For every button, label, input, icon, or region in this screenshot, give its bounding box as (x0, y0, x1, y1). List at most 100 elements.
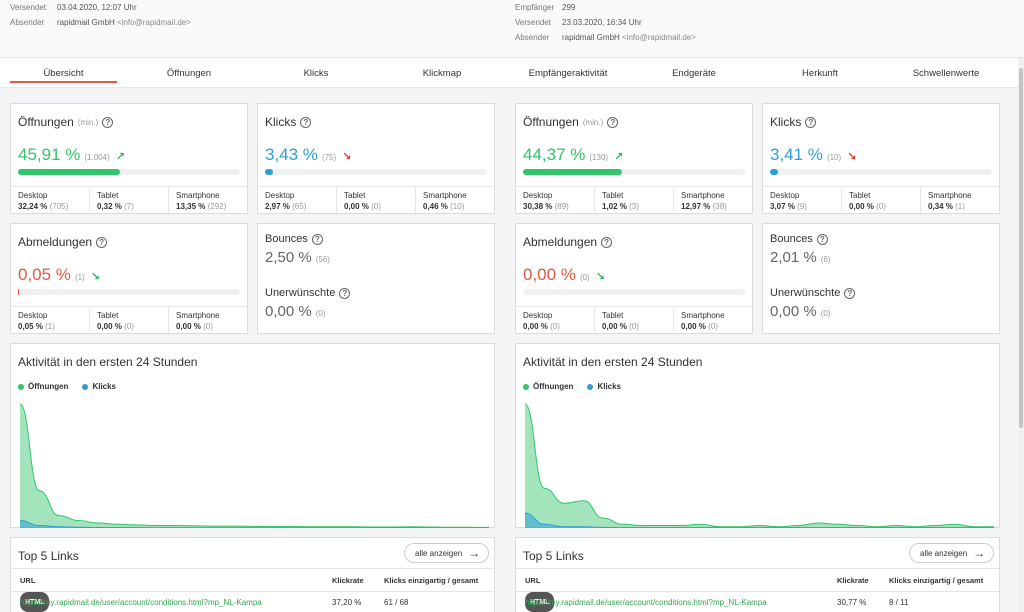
device-count: (0) (371, 202, 381, 211)
series-line-klicks (19, 520, 489, 528)
device-label: Desktop (18, 311, 48, 320)
device-value: 0,00 % (0) (176, 322, 240, 331)
device-value: 0,00 % (0) (849, 202, 913, 211)
device-breakdown: Desktop 3,07 % (9) Tablet 0,00 % (0) Smart… (763, 186, 999, 213)
bounces-title: Bounces? (770, 233, 828, 245)
device-count: (0) (629, 322, 639, 331)
device-count: (0) (124, 322, 134, 331)
device-pct: 0,34 % (928, 202, 953, 211)
device-desktop: Desktop 30,38 % (89) (516, 187, 595, 213)
device-tablet: Tablet 0,00 % (0) (842, 187, 921, 213)
scrollbar-thumb[interactable] (1019, 68, 1023, 428)
rate-value: 2,50 % (265, 249, 312, 266)
device-breakdown: Desktop 32,24 % (705) Tablet 0,32 % (7) Sm… (11, 186, 247, 213)
links-table-header: URL Klickrate Klicks einzigartig / gesam… (516, 568, 999, 592)
device-value: 0,00 % (0) (602, 322, 666, 331)
link-clicks: 61 / 68 (384, 597, 409, 607)
series-area-oeffnungen (20, 404, 489, 528)
help-icon[interactable]: ? (300, 116, 312, 128)
legend-dot (18, 383, 24, 390)
trend-down-icon: ↘ (847, 151, 857, 163)
help-icon[interactable]: ? (339, 287, 351, 299)
col-klickrate: Klickrate (332, 575, 364, 585)
help-icon[interactable]: ? (601, 236, 613, 248)
link-url[interactable]: https://my.rapidmail.de/user/account/con… (20, 597, 262, 607)
abmeldungen-rate: 0,05 % (1) ↘ (18, 265, 100, 285)
tab-schwellenwerte[interactable]: Schwellenwerte (912, 67, 980, 79)
help-icon[interactable]: ? (816, 233, 828, 245)
link-rate: 30,77 % (837, 597, 867, 607)
oeffnungen-rate: 45,91 % (1.004) ↗ (18, 145, 125, 165)
device-value: 2,97 % (65) (265, 202, 329, 211)
legend-label: Öffnungen (533, 382, 574, 391)
oeffnungen-card: Öffnungen (min.)? 45,91 % (1.004) ↗ Desktop… (10, 103, 248, 214)
help-icon[interactable]: ? (844, 287, 856, 299)
device-count: (38) (712, 202, 727, 211)
bounces-title-text: Bounces (770, 233, 813, 245)
help-icon[interactable]: ? (96, 236, 108, 248)
device-count: (292) (207, 202, 227, 211)
rate-value: 3,41 % (770, 145, 823, 164)
absender-name: rapidmail GmbH (562, 33, 620, 42)
report-header: Versendet 03.04.2020, 12:07 Uhr Absender r… (0, 0, 1024, 58)
device-label: Desktop (18, 191, 48, 200)
device-count: (0) (708, 322, 718, 331)
device-label: Smartphone (681, 311, 725, 320)
chart-legend: Öffnungen Klicks (523, 382, 621, 391)
bounces-card: Bounces? 2,01 % (6) Unerwünschte? 0,00 %(… (762, 223, 1000, 334)
link-type-badge: HTML (20, 592, 50, 612)
link-url[interactable]: https://my.rapidmail.de/user/account/con… (525, 597, 767, 607)
unerwuenschte-title-text: Unerwünschte (265, 287, 336, 299)
absender-email: <info@rapidmail.de> (117, 18, 191, 27)
device-pct: 3,07 % (770, 202, 795, 211)
legend-klicks[interactable]: Klicks (587, 382, 621, 391)
card-title: Öffnungen (min.)? (18, 115, 114, 129)
device-value: 1,02 % (3) (602, 202, 666, 211)
tab-klickmap[interactable]: Klickmap (422, 67, 462, 79)
card-title-text: Klicks (770, 115, 802, 129)
device-count: (3) (629, 202, 639, 211)
legend-oeffnungen[interactable]: Öffnungen (523, 382, 573, 391)
absender-name: rapidmail GmbH (57, 18, 115, 27)
oeffnungen-rate: 44,37 % (130) ↗ (523, 145, 623, 165)
tab-uebersicht[interactable]: Übersicht (10, 58, 117, 88)
card-title-min: (min.) (582, 117, 604, 127)
card-title: Klicks? (770, 115, 817, 129)
device-value: 0,05 % (1) (18, 322, 82, 331)
page-scrollbar[interactable] (1018, 58, 1024, 612)
show-all-links-button[interactable]: alle anzeigen → (404, 543, 490, 563)
device-pct: 0,00 % (849, 202, 874, 211)
versendet-value: 03.04.2020, 12:07 Uhr (57, 3, 137, 12)
device-tablet: Tablet 0,00 % (0) (90, 307, 169, 333)
activity-chart (524, 403, 994, 528)
device-tablet: Tablet 0,00 % (0) (337, 187, 416, 213)
legend-klicks[interactable]: Klicks (82, 382, 116, 391)
card-title: Aktivität in den ersten 24 Stunden (18, 355, 198, 369)
tab-empfaengeraktivitaet[interactable]: Empfängeraktivität (528, 67, 608, 79)
device-breakdown: Desktop 0,00 % (0) Tablet 0,00 % (0) Smart… (516, 306, 752, 333)
tab-endgeraete[interactable]: Endgeräte (672, 67, 716, 79)
device-label: Tablet (97, 191, 119, 200)
rate-bar-fill (18, 169, 120, 175)
empfaenger-value: 299 (562, 3, 576, 12)
rate-count: (0) (315, 309, 326, 318)
arrow-right-icon: → (468, 546, 481, 560)
legend-oeffnungen[interactable]: Öffnungen (18, 382, 68, 391)
col-klicks: Klicks einzigartig / gesamt (889, 575, 984, 585)
help-icon[interactable]: ? (607, 116, 619, 128)
device-label: Tablet (602, 191, 624, 200)
tab-klicks[interactable]: Klicks (303, 67, 329, 79)
rate-bar (18, 289, 240, 295)
show-all-links-button[interactable]: alle anzeigen → (909, 543, 995, 563)
tab-herkunft[interactable]: Herkunft (802, 67, 838, 79)
chart-legend: Öffnungen Klicks (18, 382, 116, 391)
button-label: alle anzeigen (920, 548, 968, 558)
help-icon[interactable]: ? (805, 116, 817, 128)
tab-oeffnungen[interactable]: Öffnungen (166, 67, 212, 79)
help-icon[interactable]: ? (102, 116, 114, 128)
card-title-text: Öffnungen (18, 115, 74, 129)
series-area-oeffnungen (525, 404, 994, 528)
device-count: (0) (203, 322, 213, 331)
help-icon[interactable]: ? (311, 233, 323, 245)
device-count: (65) (292, 202, 307, 211)
